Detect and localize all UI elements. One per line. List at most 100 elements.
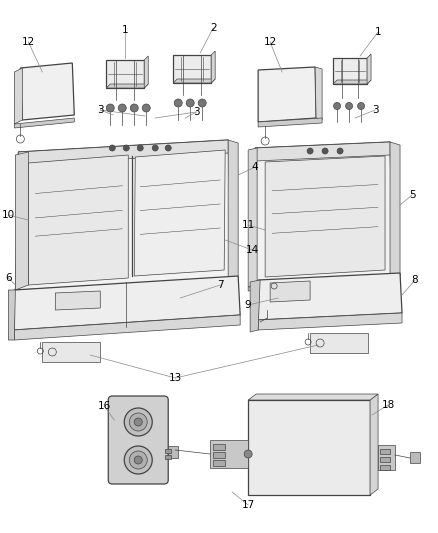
Polygon shape	[367, 54, 371, 84]
Circle shape	[198, 99, 206, 107]
Polygon shape	[15, 140, 232, 298]
Bar	[165, 449, 171, 453]
Circle shape	[337, 148, 343, 154]
Polygon shape	[134, 150, 225, 276]
Circle shape	[334, 102, 341, 109]
Text: 18: 18	[381, 400, 395, 410]
Polygon shape	[265, 156, 385, 277]
Text: 5: 5	[409, 190, 415, 200]
Text: 17: 17	[241, 500, 255, 510]
Polygon shape	[410, 452, 420, 463]
Polygon shape	[162, 446, 178, 458]
Text: 12: 12	[22, 37, 35, 47]
Polygon shape	[255, 142, 390, 161]
Circle shape	[109, 145, 115, 151]
Polygon shape	[210, 440, 248, 468]
Circle shape	[186, 99, 194, 107]
Text: 13: 13	[169, 373, 182, 383]
Polygon shape	[28, 155, 128, 285]
Circle shape	[142, 104, 150, 112]
Polygon shape	[15, 152, 28, 290]
Text: 2: 2	[210, 23, 216, 33]
Bar	[213, 452, 225, 458]
Circle shape	[244, 450, 252, 458]
Polygon shape	[258, 67, 316, 122]
Circle shape	[152, 145, 158, 151]
Polygon shape	[20, 63, 74, 120]
Polygon shape	[333, 80, 371, 84]
Polygon shape	[42, 342, 100, 362]
Circle shape	[174, 99, 182, 107]
Polygon shape	[250, 280, 260, 332]
Text: 7: 7	[217, 280, 223, 290]
Polygon shape	[144, 56, 148, 88]
Text: 16: 16	[98, 401, 111, 411]
Circle shape	[137, 145, 143, 151]
Polygon shape	[248, 274, 400, 291]
Bar	[213, 444, 225, 450]
Circle shape	[118, 104, 126, 112]
Text: 3: 3	[372, 105, 378, 115]
Text: 14: 14	[246, 245, 259, 255]
Circle shape	[322, 148, 328, 154]
Text: 3: 3	[97, 105, 104, 115]
Circle shape	[106, 104, 114, 112]
Bar	[380, 465, 390, 470]
Text: 9: 9	[245, 300, 251, 310]
FancyBboxPatch shape	[108, 396, 168, 484]
Polygon shape	[255, 142, 393, 285]
Polygon shape	[211, 51, 215, 83]
Bar	[380, 457, 390, 462]
Text: 12: 12	[264, 37, 277, 47]
Text: 6: 6	[5, 273, 12, 283]
Polygon shape	[14, 118, 74, 128]
Polygon shape	[310, 333, 368, 353]
Polygon shape	[14, 68, 22, 124]
Polygon shape	[270, 281, 310, 302]
Polygon shape	[14, 315, 240, 340]
Polygon shape	[8, 290, 15, 340]
Circle shape	[129, 413, 147, 431]
Polygon shape	[248, 394, 378, 400]
Bar	[380, 449, 390, 454]
Polygon shape	[18, 140, 228, 165]
Polygon shape	[248, 148, 257, 287]
Polygon shape	[106, 84, 148, 88]
Polygon shape	[106, 60, 144, 88]
Text: 11: 11	[241, 220, 255, 230]
Polygon shape	[258, 313, 402, 330]
Polygon shape	[15, 277, 238, 295]
Text: 8: 8	[412, 275, 418, 285]
Circle shape	[346, 102, 353, 109]
Text: 4: 4	[252, 162, 258, 172]
Circle shape	[134, 418, 142, 426]
Text: 10: 10	[2, 210, 15, 220]
Circle shape	[129, 451, 147, 469]
Polygon shape	[228, 140, 238, 285]
Polygon shape	[370, 394, 378, 495]
Circle shape	[165, 145, 171, 151]
Bar	[165, 455, 171, 459]
Bar	[213, 460, 225, 466]
Polygon shape	[173, 55, 211, 83]
Circle shape	[124, 446, 152, 474]
Polygon shape	[390, 142, 400, 278]
Polygon shape	[173, 79, 215, 83]
Polygon shape	[258, 273, 402, 320]
Text: 1: 1	[122, 25, 129, 35]
Circle shape	[357, 102, 364, 109]
Polygon shape	[55, 291, 100, 310]
Polygon shape	[378, 445, 395, 470]
Polygon shape	[14, 276, 240, 330]
Text: 1: 1	[375, 27, 381, 37]
Polygon shape	[333, 58, 367, 84]
Polygon shape	[315, 67, 322, 120]
Text: 3: 3	[193, 107, 200, 117]
Circle shape	[123, 145, 129, 151]
Circle shape	[124, 408, 152, 436]
Circle shape	[134, 456, 142, 464]
Circle shape	[307, 148, 313, 154]
Polygon shape	[258, 118, 322, 127]
Polygon shape	[248, 400, 370, 495]
Circle shape	[130, 104, 138, 112]
